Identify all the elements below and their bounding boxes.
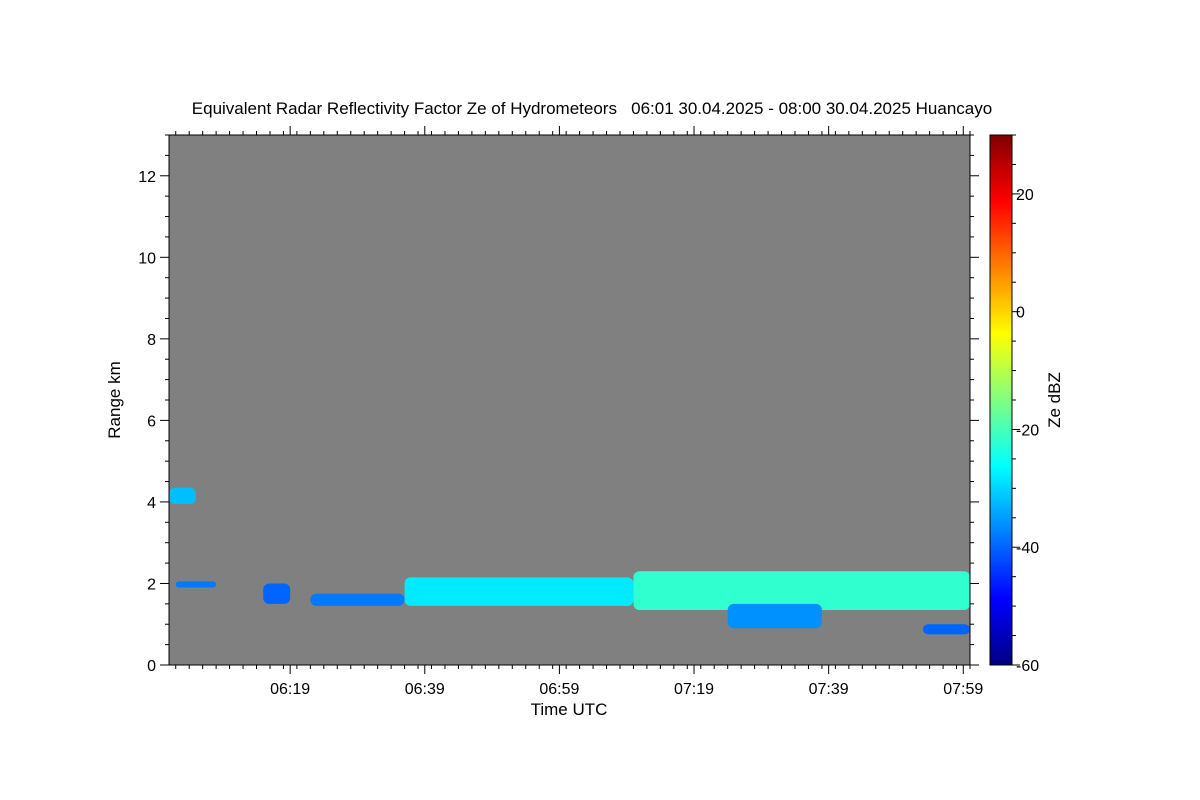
- y-tick-label: 6: [147, 413, 156, 430]
- y-axis: 0 2 4 6 8 10 12: [138, 134, 979, 675]
- echo-region-main-layer-center: [404, 577, 634, 606]
- colorbar-tick-label: 20: [1016, 187, 1034, 204]
- colorbar-label: Ze dBZ: [1045, 372, 1064, 428]
- colorbar-tick-label: -60: [1016, 658, 1039, 675]
- y-tick-label: 0: [147, 658, 156, 675]
- x-tick-label: 07:59: [943, 681, 983, 698]
- echo-region-low-layer-early: [175, 581, 217, 588]
- y-tick-label: 4: [147, 495, 156, 512]
- y-tick-label: 8: [147, 332, 156, 349]
- chart-title: Equivalent Radar Reflectivity Factor Ze …: [192, 99, 992, 118]
- echo-region-main-layer-west: [310, 593, 405, 606]
- colorbar-tick-label: -20: [1016, 422, 1039, 439]
- echo-region-upper-patch: [169, 487, 196, 504]
- x-tick-label: 06:19: [270, 681, 310, 698]
- echo-layer: [169, 487, 970, 635]
- colorbar-tick-label: 0: [1016, 305, 1025, 322]
- y-axis-label: Range km: [105, 361, 124, 438]
- echo-region-low-layer-fragments: [263, 583, 291, 604]
- x-tick-label: 06:59: [539, 681, 579, 698]
- y-tick-label: 10: [138, 250, 156, 267]
- colorbar-tick-label: -40: [1016, 540, 1039, 557]
- y-tick-label: 12: [138, 169, 156, 186]
- echo-region-virga-07-30: [727, 603, 822, 629]
- x-tick-label: 06:39: [405, 681, 445, 698]
- colorbar: [989, 134, 1013, 666]
- x-axis: 06:19 06:39 06:59 07:19 07:39 07:59: [175, 126, 983, 698]
- echo-region-low-patch-07-55: [922, 624, 970, 635]
- echo-region-main-layer-east: [633, 571, 970, 610]
- y-tick-label: 2: [147, 576, 156, 593]
- x-tick-label: 07:39: [809, 681, 849, 698]
- colorbar-axis: 20 0 -20 -40 -60: [1012, 134, 1039, 675]
- x-axis-label: Time UTC: [531, 700, 608, 719]
- x-tick-label: 07:19: [674, 681, 714, 698]
